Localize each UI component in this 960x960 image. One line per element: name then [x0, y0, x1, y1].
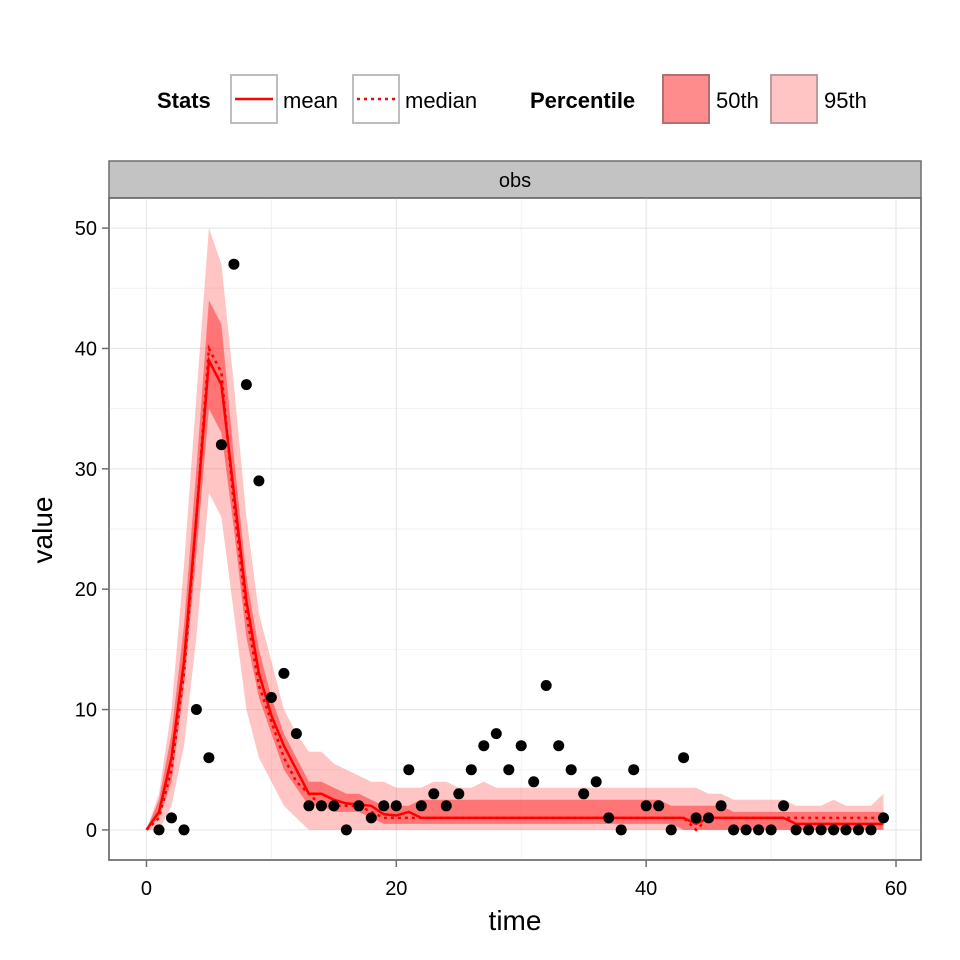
observed-point: [840, 824, 852, 836]
observed-point: [503, 764, 515, 776]
observed-point: [203, 752, 215, 764]
observed-point: [178, 824, 190, 836]
observed-point: [390, 800, 402, 812]
facet-strip-label: obs: [499, 170, 531, 192]
x-tick-label: 60: [885, 878, 907, 900]
y-axis: 0 10 20 30 40 50: [75, 218, 109, 842]
observed-point: [690, 812, 702, 824]
observed-point: [815, 824, 827, 836]
observed-point: [340, 824, 352, 836]
observed-point: [253, 475, 265, 487]
observed-point: [703, 812, 715, 824]
observed-point: [765, 824, 777, 836]
legend-label-mean: mean: [283, 88, 338, 113]
observed-point: [315, 800, 327, 812]
x-axis-title: time: [489, 905, 542, 936]
percentile-bands: [146, 228, 884, 830]
observed-point: [328, 800, 340, 812]
observed-point: [490, 728, 502, 740]
observed-point: [353, 800, 365, 812]
legend-title-stats: Stats: [157, 88, 211, 113]
observed-point: [378, 800, 390, 812]
observed-point: [428, 788, 440, 800]
legend-label-50th: 50th: [716, 88, 759, 113]
x-tick-label: 20: [385, 878, 407, 900]
band-50th: [146, 300, 884, 830]
y-tick-label: 10: [75, 700, 97, 722]
observed-point: [303, 800, 315, 812]
observed-point: [640, 800, 652, 812]
observed-point: [828, 824, 840, 836]
observed-point: [190, 704, 202, 715]
band-95th: [146, 228, 884, 830]
observed-point: [740, 824, 752, 836]
observed-point: [365, 812, 377, 824]
gridlines: [109, 198, 921, 860]
legend: Stats mean median Percentile 50th 95th: [157, 74, 867, 124]
observed-point: [628, 764, 640, 776]
legend-label-95th: 95th: [824, 88, 867, 113]
observed-point: [553, 740, 565, 752]
legend-key-median: [352, 74, 400, 124]
observed-point: [415, 800, 427, 812]
observed-point: [578, 788, 590, 800]
y-tick-label: 50: [75, 218, 97, 240]
observed-point: [278, 667, 290, 679]
observed-point: [565, 764, 577, 776]
y-tick-label: 30: [75, 459, 97, 481]
observed-point: [240, 379, 252, 391]
observed-point: [478, 740, 490, 752]
observed-point: [678, 752, 690, 764]
observed-point: [265, 692, 277, 703]
observed-point: [228, 258, 240, 270]
observed-point: [215, 439, 227, 451]
observed-point: [778, 800, 790, 812]
observed-point: [853, 824, 864, 836]
legend-label-median: median: [405, 88, 477, 113]
observed-point: [465, 764, 477, 776]
observed-point: [803, 824, 815, 836]
legend-title-percentile: Percentile: [530, 88, 635, 113]
stat-lines: [145, 344, 884, 832]
y-tick-label: 40: [75, 338, 97, 360]
observed-point: [865, 824, 877, 836]
y-axis-title: value: [27, 497, 58, 564]
observed-point: [753, 824, 765, 836]
observed-point: [665, 824, 677, 836]
observed-point: [153, 824, 165, 836]
observed-points: [153, 258, 889, 836]
observed-point: [790, 824, 802, 836]
observed-point: [728, 824, 740, 836]
observed-point: [615, 824, 627, 836]
y-tick-label: 0: [86, 820, 97, 842]
observed-point: [403, 764, 415, 776]
observed-point: [166, 812, 177, 824]
y-tick-label: 20: [75, 579, 97, 601]
x-tick-label: 0: [141, 878, 152, 900]
observed-point: [440, 800, 452, 812]
observed-point: [590, 776, 602, 788]
observed-point: [540, 680, 552, 691]
mean-line: [145, 356, 884, 831]
observed-point: [878, 812, 889, 824]
observed-point: [715, 800, 727, 812]
x-axis: 0 20 40 60: [141, 860, 907, 900]
observed-point: [453, 788, 465, 800]
observed-point: [290, 728, 302, 740]
observed-point: [515, 740, 527, 752]
legend-key-50th: [662, 74, 710, 124]
observed-point: [653, 800, 665, 812]
x-tick-label: 40: [635, 878, 657, 900]
observed-point: [603, 812, 615, 824]
observed-point: [528, 776, 540, 788]
legend-key-95th: [770, 74, 818, 124]
plot-panel-border: [108, 197, 922, 861]
